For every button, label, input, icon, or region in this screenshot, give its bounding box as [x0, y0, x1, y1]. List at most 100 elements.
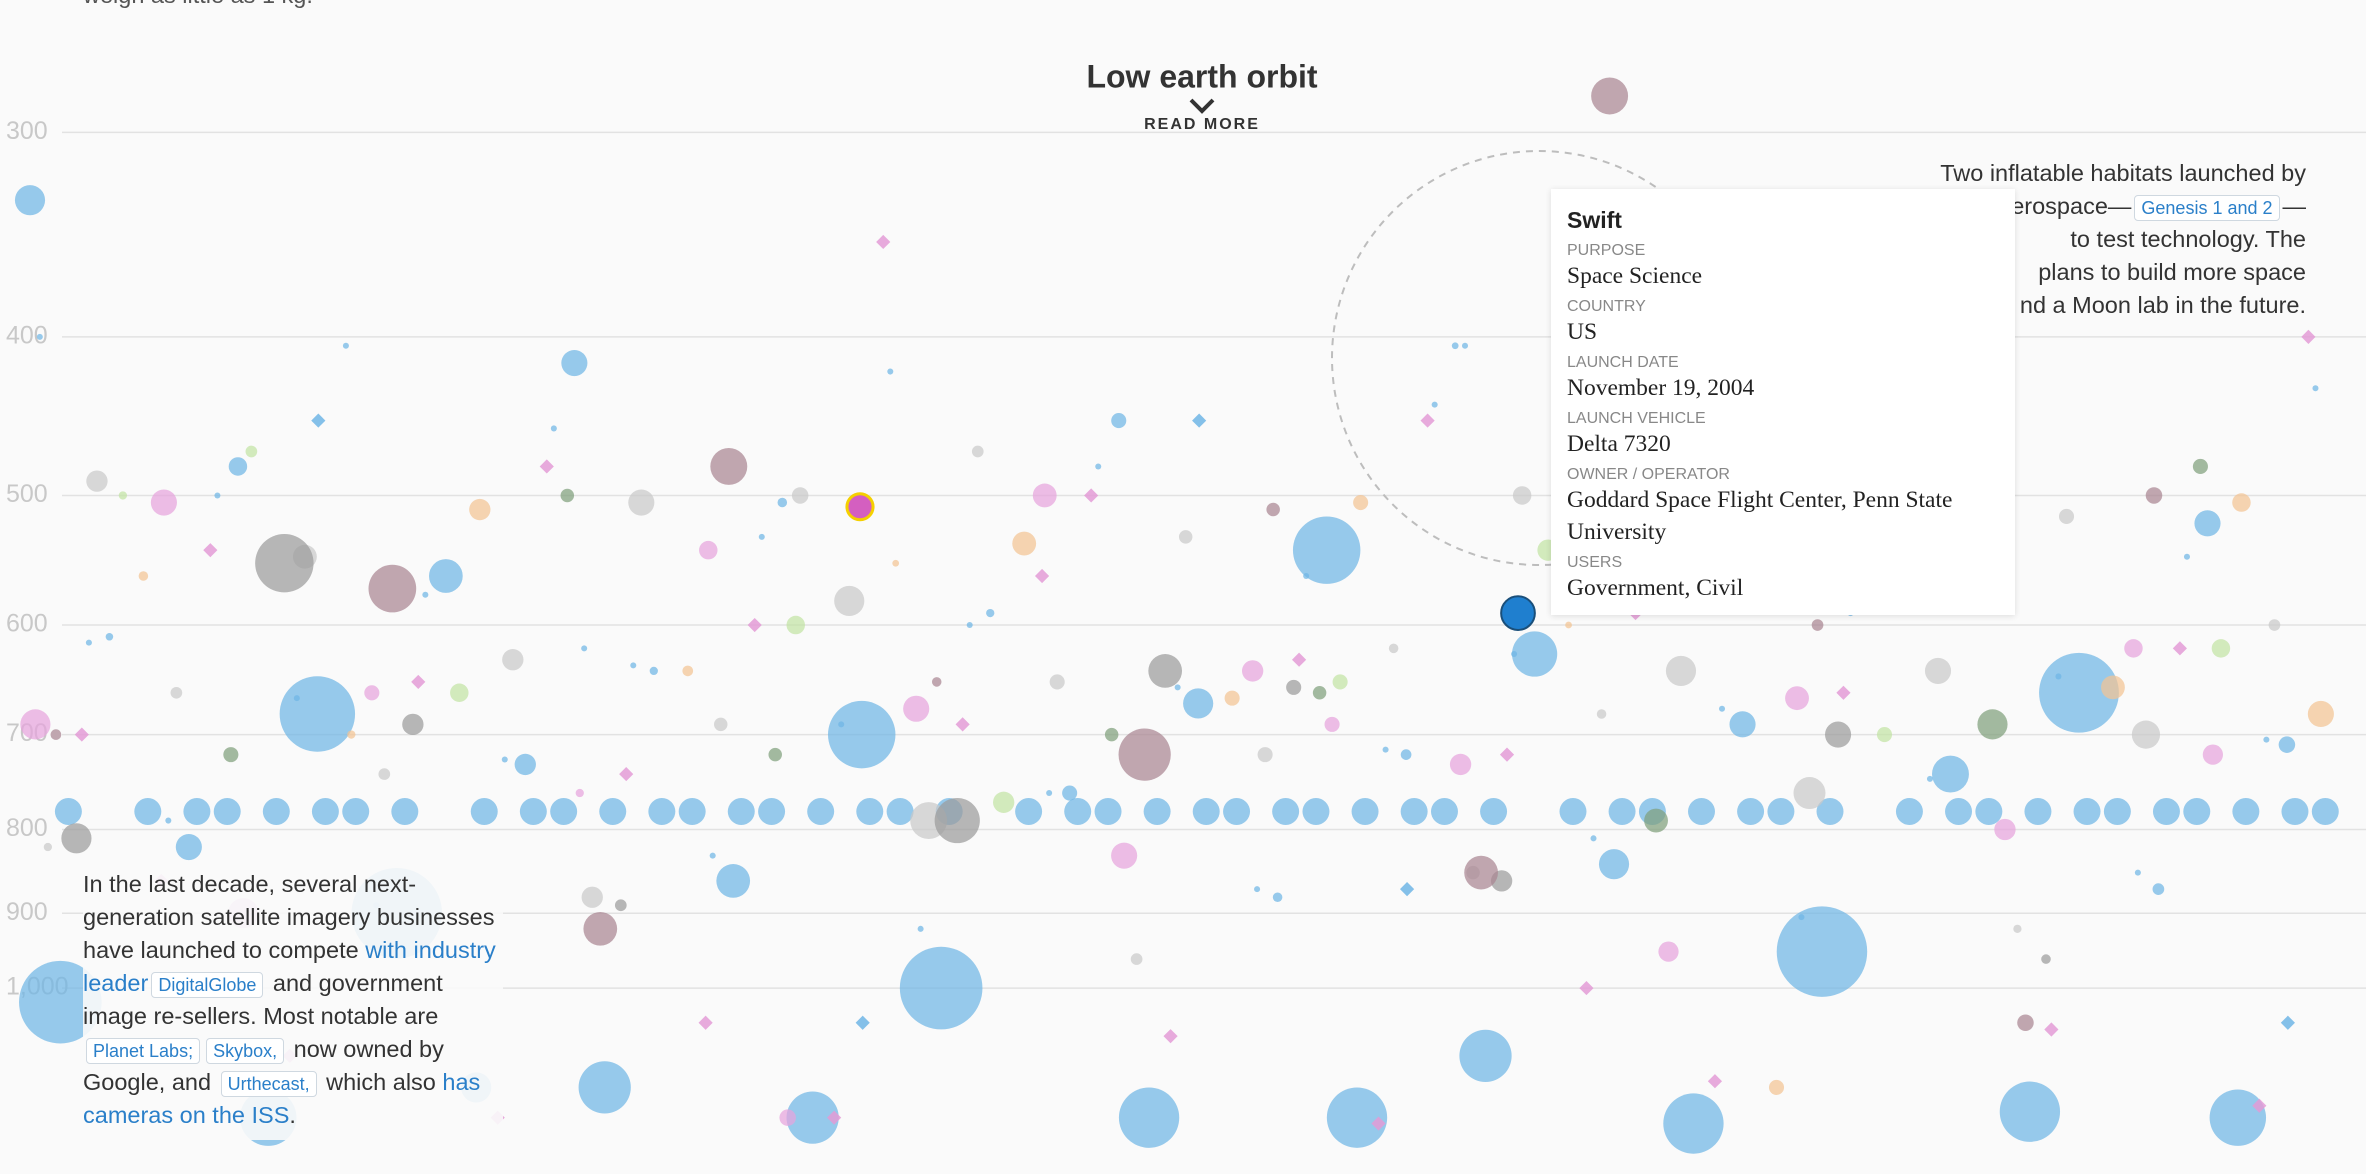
bubble: [1767, 798, 1795, 825]
detail-value: Delta 7320: [1567, 431, 1671, 457]
diamond-point: [1163, 1029, 1178, 1044]
y-tick-label: 800: [6, 814, 48, 842]
bubble: [1111, 842, 1138, 869]
bubble: [786, 615, 805, 635]
annotation-text: .: [289, 1102, 296, 1128]
bubble: [903, 695, 930, 722]
selected-bubble: [1500, 595, 1536, 631]
bubble: [1130, 953, 1143, 965]
diamond-point: [1292, 652, 1307, 667]
annotation-text: erospace—: [2011, 193, 2132, 219]
bubble: [1461, 342, 1469, 349]
bubble: [886, 798, 914, 825]
bubble: [1178, 530, 1193, 544]
diamond-point: [74, 727, 89, 742]
bubble: [1143, 798, 1171, 825]
bubble: [14, 185, 46, 216]
detail-label: COUNTRY: [1567, 298, 1646, 315]
bubble: [1272, 798, 1300, 825]
diamond-point: [1192, 413, 1207, 428]
bubble: [2281, 798, 2309, 825]
bubble: [1768, 1079, 1785, 1095]
bubble: [581, 645, 588, 652]
bubble: [86, 470, 108, 492]
bubble: [2183, 798, 2211, 825]
diamond-point: [1420, 413, 1435, 428]
bubble: [1816, 798, 1844, 825]
diamond-point: [2280, 1015, 2295, 1030]
bubble: [550, 425, 557, 432]
bubble: [1825, 721, 1852, 748]
bubble: [450, 683, 469, 703]
bubble: [1729, 711, 1756, 738]
bubble: [1511, 631, 1558, 677]
bubble: [1793, 777, 1826, 810]
link-chip[interactable]: Skybox,: [206, 1038, 285, 1064]
bubble: [828, 700, 896, 769]
bubble: [758, 533, 765, 540]
bubble: [118, 491, 127, 500]
y-tick-label: 600: [6, 610, 48, 638]
bubble: [1032, 483, 1057, 508]
bubble: [1658, 941, 1679, 962]
bubble: [993, 791, 1015, 813]
bubble: [1511, 651, 1518, 658]
bubble: [2311, 798, 2339, 825]
chevron[interactable]: [1189, 98, 1215, 114]
bubble: [2073, 798, 2101, 825]
bubble: [892, 559, 900, 567]
annotation-text: nd a Moon lab in the future.: [2019, 292, 2306, 318]
detail-label: USERS: [1567, 554, 1623, 571]
link[interactable]: has cameras on the ISS: [83, 1069, 481, 1128]
intro-text: weigh as little as 1 kg.: [83, 0, 313, 9]
annotation-text: plans to build more space: [2038, 259, 2306, 285]
bubble: [2152, 798, 2180, 825]
bubble: [183, 798, 211, 825]
bubble: [1094, 798, 1122, 825]
link-chip[interactable]: Planet Labs;: [86, 1038, 201, 1064]
grid: 3004005006007008009001,000: [6, 117, 2366, 1001]
bubble: [311, 798, 339, 825]
bubble: [134, 798, 162, 825]
bubble: [1272, 892, 1283, 903]
bubble: [2039, 652, 2119, 733]
link-chip[interactable]: DigitalGlobe: [151, 972, 264, 998]
bubble: [716, 864, 751, 898]
bubble: [245, 445, 258, 458]
bubble: [1431, 401, 1438, 408]
link[interactable]: with industry leader: [83, 937, 496, 996]
bubble: [1400, 798, 1428, 825]
bubble: [213, 798, 241, 825]
diamond-point: [2252, 1098, 2267, 1113]
bubble: [429, 559, 463, 593]
bubble: [255, 534, 314, 593]
bubble: [1351, 798, 1379, 825]
link-chip[interactable]: Urthecast,: [220, 1071, 317, 1097]
detail-value: Government, Civil: [1567, 575, 1744, 601]
bubble: [931, 677, 942, 687]
bubble: [1598, 849, 1630, 880]
bubble: [1148, 654, 1183, 688]
bubble: [1591, 77, 1629, 115]
bubble: [2017, 1014, 2034, 1032]
link-chip[interactable]: Genesis 1 and 2: [2134, 195, 2280, 221]
bubble: [1449, 753, 1472, 776]
bubble: [2263, 736, 2270, 743]
detail-value: November 19, 2004: [1567, 375, 1755, 401]
y-tick-label: 500: [6, 480, 48, 508]
annotation: In the last decade, several next-generat…: [83, 868, 503, 1140]
bubble: [61, 823, 92, 854]
tooltip-title: Swift: [1567, 207, 1622, 233]
bubble: [1737, 798, 1765, 825]
bubble: [170, 686, 183, 699]
bubble: [279, 676, 356, 752]
bubble: [575, 788, 584, 798]
hovered-bubble: [845, 492, 875, 522]
read-more[interactable]: READ MORE: [1144, 116, 1260, 133]
bubble: [2194, 510, 2221, 537]
diamond-point: [1084, 488, 1099, 503]
bubble: [19, 960, 102, 1044]
tooltip: Swift PURPOSE Space Science COUNTRY US LAUNC…: [1551, 189, 2015, 615]
bubble: [1286, 679, 1302, 695]
